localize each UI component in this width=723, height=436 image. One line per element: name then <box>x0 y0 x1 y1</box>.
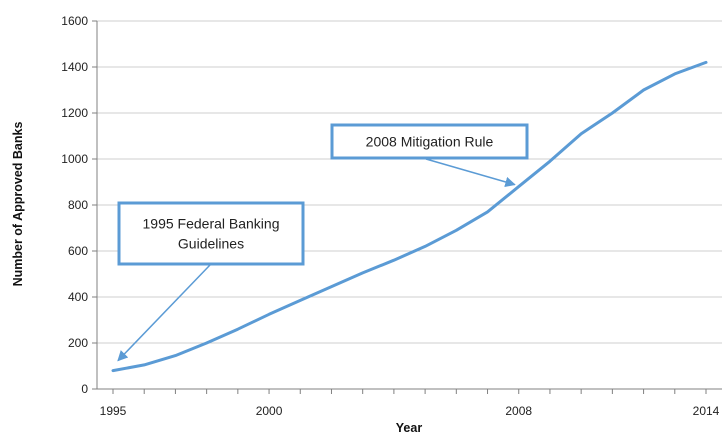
x-axis-title: Year <box>396 421 423 435</box>
gridlines <box>97 20 722 344</box>
y-axis-ticks: 0 200 400 600 800 1000 1200 1400 1600 <box>61 14 97 396</box>
series-line <box>111 60 708 373</box>
x-tick-label: 2014 <box>693 404 720 418</box>
annotation-callout: 1995 Federal Banking Guidelines <box>117 201 305 362</box>
callout-text: 2008 Mitigation Rule <box>366 134 494 150</box>
annotation-callout: 2008 Mitigation Rule <box>330 123 529 188</box>
y-tick-label: 1200 <box>61 106 88 120</box>
y-tick-label: 800 <box>68 198 88 212</box>
callout-box <box>330 123 529 160</box>
y-tick-label: 0 <box>81 382 88 396</box>
x-tick-label: 2000 <box>256 404 283 418</box>
x-axis-ticks: 1995 2000 2008 2014 <box>100 389 720 418</box>
y-tick-label: 600 <box>68 244 88 258</box>
y-tick-label: 1400 <box>61 60 88 74</box>
y-axis-title: Number of Approved Banks <box>11 122 25 287</box>
x-tick-label: 2008 <box>505 404 532 418</box>
annotation-group: 2008 Mitigation Rule 1995 Federal Banking… <box>117 123 529 362</box>
callout-arrow <box>425 158 516 188</box>
callout-box <box>117 201 305 266</box>
callout-text: Guidelines <box>178 236 244 252</box>
y-tick-label: 200 <box>68 336 88 350</box>
series-group <box>111 60 708 373</box>
callout-text: 1995 Federal Banking <box>143 216 280 232</box>
y-tick-label: 1600 <box>61 14 88 28</box>
callout-arrow <box>117 264 211 362</box>
y-tick-label: 400 <box>68 290 88 304</box>
y-tick-label: 1000 <box>61 152 88 166</box>
x-tick-label: 1995 <box>100 404 127 418</box>
